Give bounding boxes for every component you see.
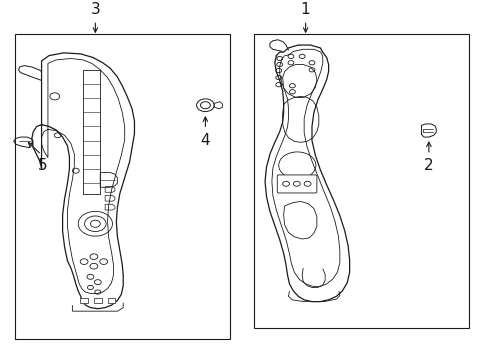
Bar — [254, 35, 468, 328]
Text: 2: 2 — [423, 158, 433, 173]
Text: 1: 1 — [300, 3, 310, 17]
Text: 4: 4 — [200, 133, 210, 148]
Text: 5: 5 — [38, 158, 48, 172]
Bar — [80, 298, 88, 303]
Text: 3: 3 — [90, 3, 100, 17]
FancyBboxPatch shape — [277, 175, 316, 193]
Bar — [15, 35, 229, 339]
Bar — [94, 298, 102, 303]
Bar — [107, 298, 115, 303]
